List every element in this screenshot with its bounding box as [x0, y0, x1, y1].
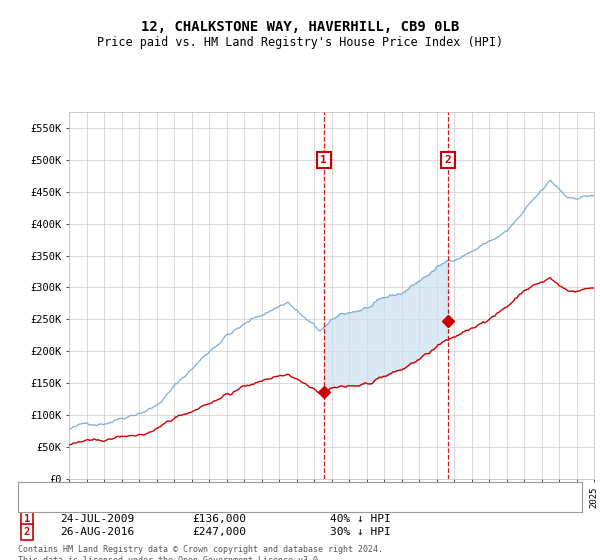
Text: £247,000: £247,000: [192, 527, 246, 537]
Text: 12, CHALKSTONE WAY, HAVERHILL, CB9 0LB (detached house): 12, CHALKSTONE WAY, HAVERHILL, CB9 0LB (…: [69, 484, 413, 494]
Text: £136,000: £136,000: [192, 514, 246, 524]
Text: Contains HM Land Registry data © Crown copyright and database right 2024.
This d: Contains HM Land Registry data © Crown c…: [18, 545, 383, 560]
Text: 24-JUL-2009: 24-JUL-2009: [60, 514, 134, 524]
Text: 30% ↓ HPI: 30% ↓ HPI: [330, 527, 391, 537]
Text: 40% ↓ HPI: 40% ↓ HPI: [330, 514, 391, 524]
Text: 12, CHALKSTONE WAY, HAVERHILL, CB9 0LB: 12, CHALKSTONE WAY, HAVERHILL, CB9 0LB: [141, 20, 459, 34]
Text: 1: 1: [320, 155, 327, 165]
Text: 2: 2: [24, 527, 30, 537]
Text: Price paid vs. HM Land Registry's House Price Index (HPI): Price paid vs. HM Land Registry's House …: [97, 36, 503, 49]
Text: 2: 2: [445, 155, 451, 165]
Text: 1: 1: [24, 514, 30, 524]
Text: HPI: Average price, detached house, West Suffolk: HPI: Average price, detached house, West…: [69, 494, 369, 505]
Text: 26-AUG-2016: 26-AUG-2016: [60, 527, 134, 537]
